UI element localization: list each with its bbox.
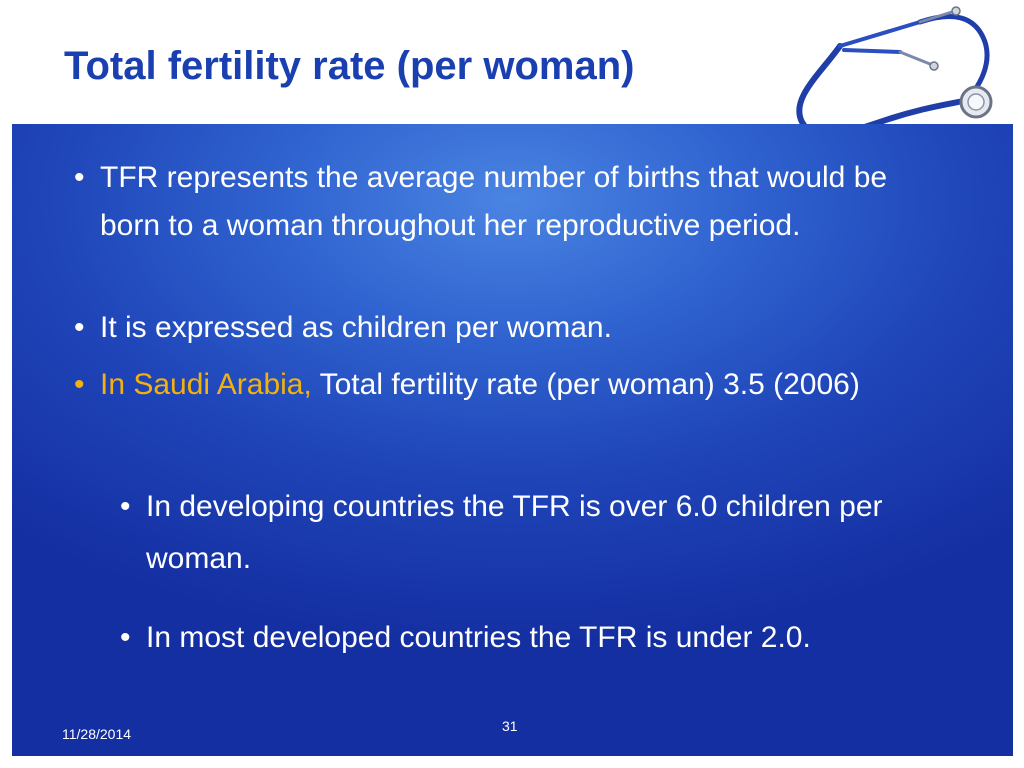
bullet-glyph: •: [120, 490, 131, 523]
bullet-item: • It is expressed as children per woman.: [74, 304, 920, 352]
bullet-item: • In Saudi Arabia, Total fertility rate …: [74, 361, 960, 409]
sub-bullet-item: • In most developed countries the TFR is…: [120, 612, 996, 664]
bullet-item: • TFR represents the average number of b…: [74, 154, 920, 250]
bullet-glyph: •: [120, 621, 131, 654]
sub-bullet-text: In most developed countries the TFR is u…: [146, 621, 811, 654]
page-number: 31: [502, 718, 518, 734]
sub-bullet-text: In developing countries the TFR is over …: [146, 490, 883, 575]
bullet-glyph: •: [74, 368, 85, 401]
sub-bullet-item: • In developing countries the TFR is ove…: [120, 481, 886, 585]
bullet-glyph: •: [74, 311, 85, 344]
slide-title: Total fertility rate (per woman): [64, 44, 635, 88]
bullet-text: TFR represents the average number of bir…: [100, 161, 888, 242]
bullet-highlight: In Saudi Arabia,: [100, 368, 312, 401]
slide-date: 11/28/2014: [62, 726, 132, 742]
bullet-glyph: •: [74, 161, 85, 194]
bullet-text: Total fertility rate (per woman) 3.5 (20…: [311, 368, 860, 401]
bullet-text: It is expressed as children per woman.: [100, 311, 612, 344]
content-panel: • TFR represents the average number of b…: [12, 124, 1013, 756]
